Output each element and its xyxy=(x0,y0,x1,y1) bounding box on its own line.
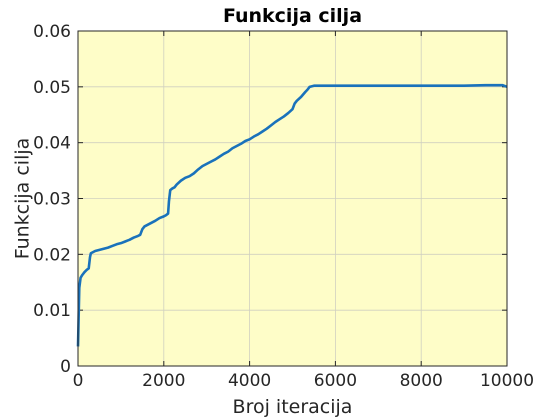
x-tick-label: 4000 xyxy=(228,371,271,391)
x-tick-label: 10000 xyxy=(480,371,534,391)
y-tick-label: 0.04 xyxy=(33,134,71,154)
x-tick-label: 0 xyxy=(73,371,84,391)
chart-title: Funkcija cilja xyxy=(223,5,362,27)
y-tick-label: 0.01 xyxy=(33,301,71,321)
tick-labels: 0 2000 4000 6000 8000 10000 0 0.01 0.02 0.03 0.04 0… xyxy=(33,22,534,391)
x-axis-title: Broj iteracija xyxy=(233,396,353,418)
y-tick-label: 0.06 xyxy=(33,22,71,42)
x-tick-label: 6000 xyxy=(314,371,357,391)
y-tick-label: 0.02 xyxy=(33,245,71,265)
y-tick-label: 0 xyxy=(60,357,71,377)
y-tick-label: 0.03 xyxy=(33,190,71,210)
x-tick-label: 2000 xyxy=(142,371,185,391)
series-line xyxy=(76,83,508,347)
plot-frame xyxy=(77,30,508,367)
y-axis-title: Funkcija cilja xyxy=(12,138,34,260)
y-tick-label: 0.05 xyxy=(33,78,71,98)
series-layer xyxy=(76,83,508,347)
x-tick-label: 8000 xyxy=(400,371,443,391)
grid xyxy=(77,30,508,367)
